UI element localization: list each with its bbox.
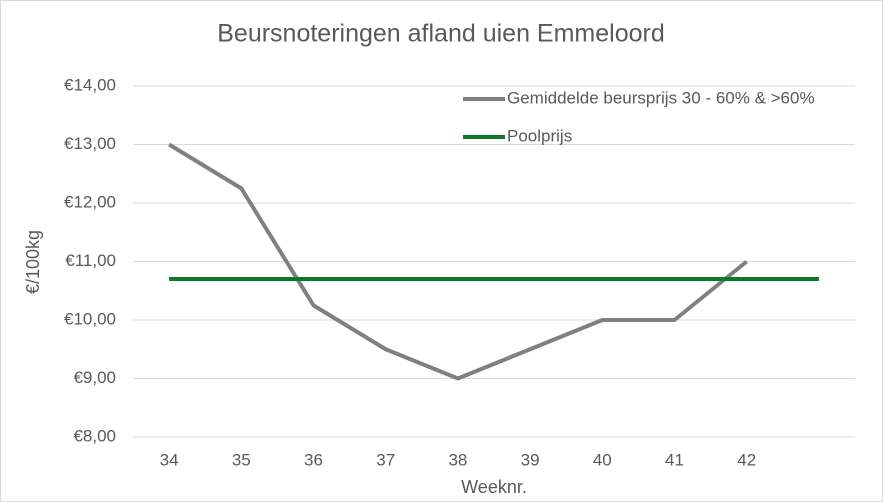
chart-title: Beursnoteringen afland uien Emmeloord — [217, 20, 665, 48]
y-tick-label: €11,00 — [65, 251, 116, 270]
y-tick-label: €14,00 — [64, 75, 116, 94]
x-tick-label: 38 — [448, 450, 467, 469]
data-line — [168, 142, 748, 381]
x-tick-label: 41 — [665, 450, 684, 469]
x-tick-label: 39 — [521, 450, 540, 469]
y-tick-label: €13,00 — [64, 134, 116, 153]
x-tick-label: 34 — [160, 450, 179, 469]
x-tick-label: 35 — [232, 450, 251, 469]
legend-label: Gemiddelde beursprijs 30 - 60% & >60% — [507, 88, 815, 107]
y-tick-label: €10,00 — [64, 309, 116, 328]
y-axis-label: €/100kg — [23, 230, 43, 294]
y-tick-label: €8,00 — [73, 426, 116, 445]
x-tick-label: 37 — [376, 450, 395, 469]
legend-label: Poolprijs — [507, 126, 572, 145]
x-tick-label: 40 — [593, 450, 612, 469]
y-tick-label: €12,00 — [64, 192, 116, 211]
x-axis-label: Weeknr. — [461, 477, 527, 497]
x-tick-label: 42 — [737, 450, 756, 469]
x-tick-label: 36 — [304, 450, 323, 469]
y-tick-label: €9,00 — [73, 368, 116, 387]
